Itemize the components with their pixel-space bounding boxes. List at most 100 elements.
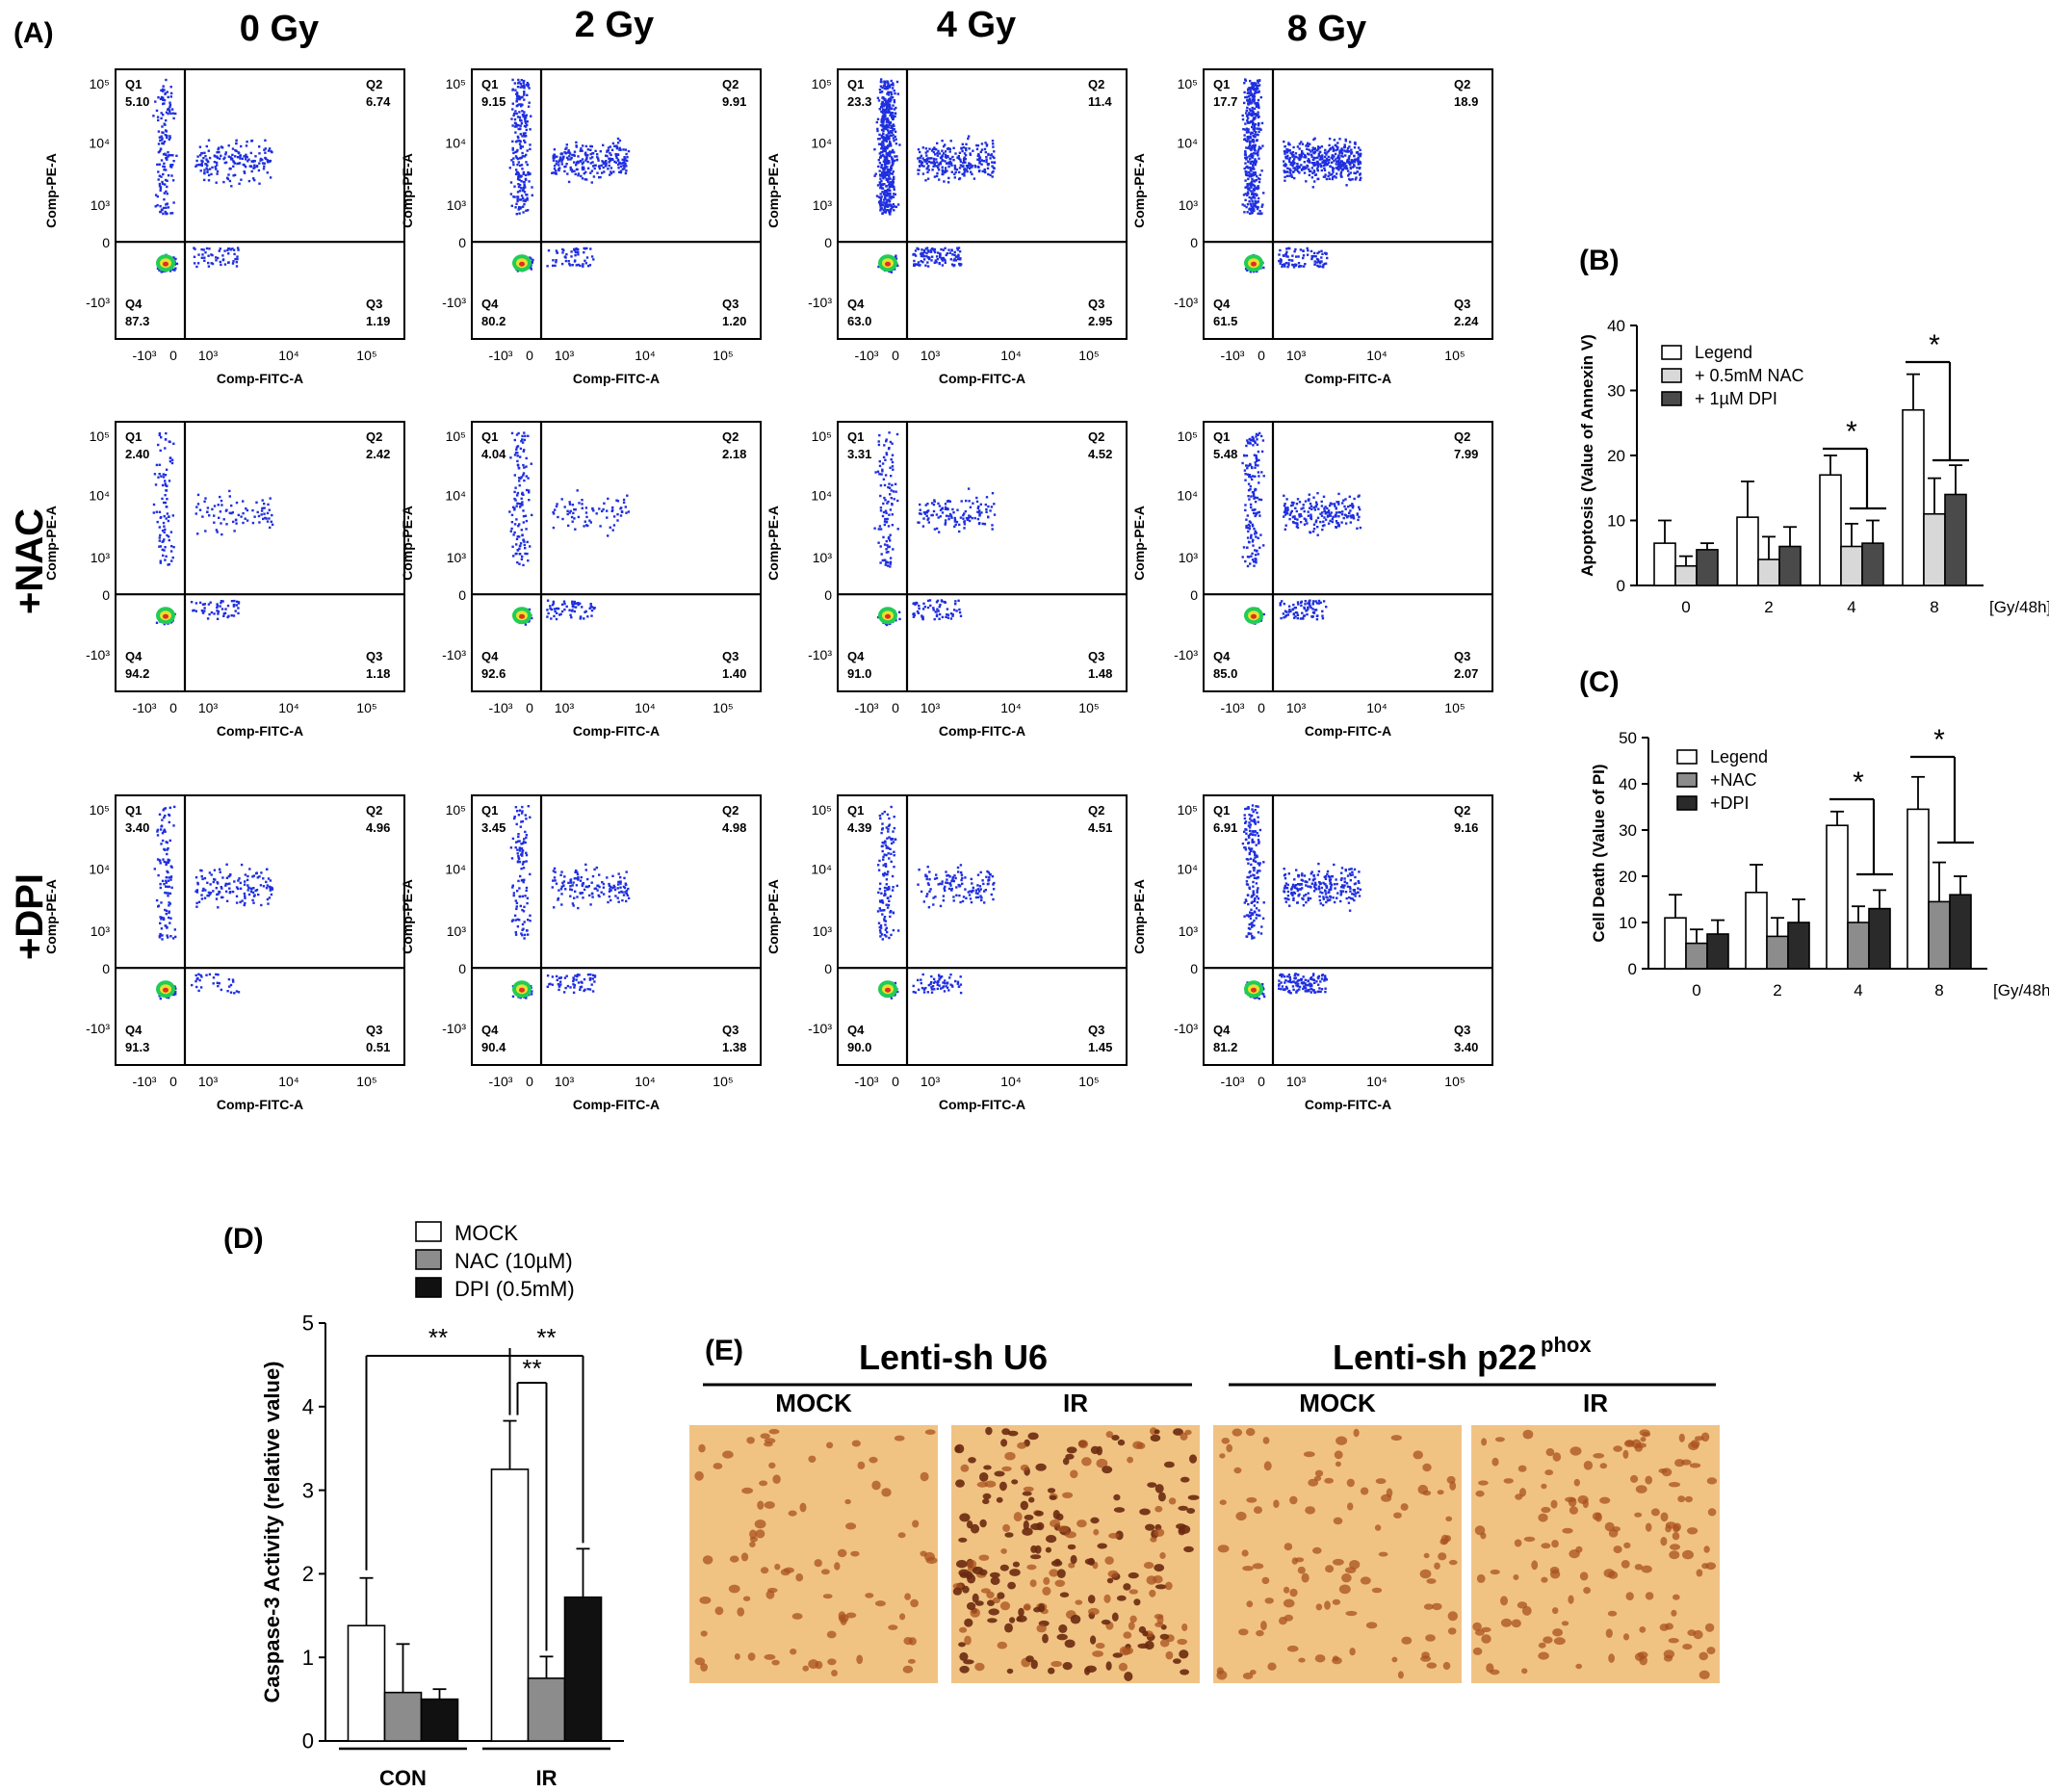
flow-event-dot	[555, 617, 558, 621]
flow-event-dot	[884, 157, 888, 160]
flow-event-dot	[958, 170, 961, 174]
flow-event-dot	[555, 249, 558, 252]
flow-event-dot	[890, 156, 894, 159]
flow-event-dot	[943, 170, 947, 174]
flow-event-dot	[599, 525, 602, 528]
flow-event-dot	[953, 525, 956, 529]
flow-event-dot	[885, 548, 888, 551]
flow-event-dot	[896, 264, 899, 268]
flow-event-dot	[1294, 264, 1297, 267]
flow-event-dot	[521, 168, 524, 170]
flow-event-dot	[978, 522, 981, 525]
flow-event-dot	[1255, 103, 1258, 107]
flow-event-dot	[1339, 174, 1342, 178]
flow-event-dot	[947, 163, 950, 166]
flow-event-dot	[976, 165, 980, 169]
flow-event-dot	[251, 508, 254, 512]
flow-event-dot	[893, 175, 895, 179]
flow-event-dot	[889, 177, 892, 180]
flow-event-dot	[921, 172, 925, 175]
flow-event-dot	[879, 177, 882, 180]
flow-event-dot	[267, 503, 270, 506]
flow-event-dot	[885, 100, 889, 104]
flow-event-dot	[558, 156, 562, 159]
flow-event-dot	[1258, 90, 1260, 93]
flow-event-dot	[515, 518, 518, 521]
flow-event-dot	[892, 548, 895, 551]
flow-event-dot	[1284, 152, 1286, 155]
flow-event-dot	[1251, 95, 1255, 98]
flow-event-dot	[953, 518, 957, 522]
flow-event-dot	[165, 489, 168, 492]
flow-event-dot	[1288, 174, 1291, 177]
flow-event-dot	[1320, 260, 1323, 263]
flow-event-dot	[971, 172, 973, 176]
flow-event-dot	[236, 247, 240, 249]
flow-event-dot	[916, 247, 919, 250]
flow-event-dot	[1258, 127, 1261, 131]
flow-event-dot	[511, 506, 515, 508]
flow-event-dot	[515, 446, 519, 449]
flow-event-dot	[877, 265, 880, 269]
flow-plot-frame	[471, 421, 762, 692]
flow-event-dot	[917, 247, 921, 250]
flow-event-dot	[165, 468, 169, 471]
flow-event-dot	[163, 169, 166, 171]
flow-event-dot	[973, 164, 976, 168]
flow-event-dot	[1329, 165, 1332, 168]
flow-event-dot	[197, 253, 200, 256]
flow-event-dot	[987, 152, 990, 156]
flow-event-dot	[891, 460, 895, 464]
flow-event-dot	[927, 521, 930, 524]
flow-event-dot	[519, 542, 523, 545]
flow-event-dot	[894, 193, 896, 196]
flow-event-dot	[516, 195, 520, 198]
flow-event-dot	[162, 521, 166, 525]
flow-event-dot	[1310, 148, 1314, 152]
flow-event-dot	[991, 175, 994, 178]
flow-event-dot	[195, 512, 197, 515]
flow-event-dot	[922, 511, 926, 514]
flow-event-dot	[1246, 156, 1249, 159]
flow-event-dot	[921, 617, 924, 621]
flow-event-dot	[570, 255, 573, 258]
flow-event-dot	[1285, 247, 1288, 250]
flow-event-dot	[521, 151, 524, 155]
flow-event-dot	[938, 612, 942, 616]
flow-event-dot	[528, 620, 531, 623]
flow-event-dot	[203, 603, 206, 606]
flow-event-dot	[216, 155, 219, 158]
flow-event-dot	[1347, 156, 1351, 160]
flow-event-dot	[1325, 159, 1329, 162]
flow-event-dot	[934, 250, 937, 254]
flow-event-dot	[563, 150, 566, 154]
flow-event-dot	[1262, 192, 1265, 195]
flow-event-dot	[879, 106, 883, 109]
flow-event-dot	[887, 561, 890, 564]
flow-event-dot	[885, 440, 888, 443]
flow-event-dot	[583, 251, 585, 254]
flow-event-dot	[1352, 166, 1355, 169]
flow-event-dot	[160, 159, 164, 162]
flow-event-dot	[886, 564, 890, 567]
quadrant-value-q1: 2.40	[125, 447, 149, 461]
flow-event-dot	[202, 248, 205, 251]
flow-event-dot	[935, 255, 939, 258]
flow-event-dot	[1284, 155, 1287, 159]
flow-event-dot	[162, 206, 166, 210]
flow-event-dot	[516, 548, 519, 552]
flow-event-dot	[892, 82, 895, 85]
flow-event-dot	[156, 195, 159, 198]
flow-event-dot	[564, 165, 567, 169]
flow-event-dot	[882, 96, 885, 99]
flow-event-dot	[1256, 127, 1258, 130]
flow-event-dot	[883, 146, 886, 150]
flow-event-dot	[201, 515, 204, 518]
flow-event-dot	[196, 493, 200, 497]
flow-event-dot	[625, 169, 628, 172]
flow-event-dot	[164, 474, 168, 477]
flow-event-dot	[1292, 158, 1296, 161]
flow-event-dot	[264, 147, 267, 150]
flow-event-dot	[885, 137, 888, 140]
flow-event-dot	[883, 191, 887, 194]
